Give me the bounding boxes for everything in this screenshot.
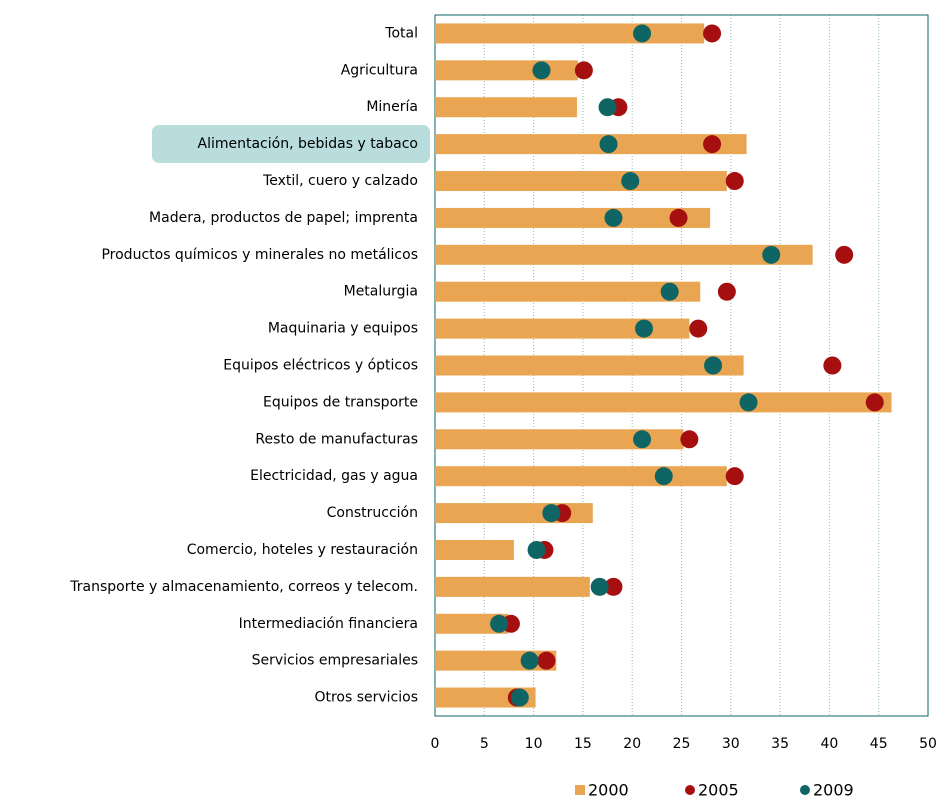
y-tick-label: Servicios empresariales bbox=[252, 653, 418, 669]
dot bbox=[717, 282, 736, 301]
dot bbox=[739, 393, 758, 412]
bar bbox=[435, 539, 514, 560]
x-tick-label: 45 bbox=[870, 736, 888, 752]
legend-swatch bbox=[685, 785, 695, 795]
dot bbox=[865, 393, 884, 412]
dot bbox=[762, 245, 781, 264]
dot bbox=[689, 319, 708, 338]
y-tick-label: Metalurgia bbox=[344, 284, 418, 300]
dot bbox=[660, 282, 679, 301]
dot bbox=[527, 540, 546, 559]
x-tick-label: 0 bbox=[431, 736, 440, 752]
bar bbox=[435, 576, 590, 597]
dot bbox=[537, 651, 556, 670]
x-tick-label: 30 bbox=[722, 736, 740, 752]
dot bbox=[703, 24, 722, 43]
y-tick-label: Intermediación financiera bbox=[239, 616, 418, 632]
bar bbox=[435, 60, 578, 81]
dot bbox=[635, 319, 654, 338]
bar bbox=[435, 429, 684, 450]
y-tick-label: Resto de manufacturas bbox=[255, 431, 418, 447]
y-tick-label: Productos químicos y minerales no metáli… bbox=[101, 247, 418, 263]
x-tick-label: 40 bbox=[820, 736, 838, 752]
dot bbox=[703, 135, 722, 154]
y-tick-label: Comercio, hoteles y restauración bbox=[187, 542, 418, 558]
dot bbox=[704, 356, 723, 375]
bar bbox=[435, 355, 744, 376]
dot bbox=[621, 172, 640, 191]
bar bbox=[435, 23, 705, 44]
dot bbox=[633, 24, 652, 43]
dot bbox=[490, 614, 509, 633]
bar bbox=[435, 171, 727, 192]
dot bbox=[520, 651, 539, 670]
y-tick-label: Transporte y almacenamiento, correos y t… bbox=[69, 579, 418, 595]
x-tick-label: 25 bbox=[673, 736, 691, 752]
dot bbox=[599, 135, 618, 154]
dot bbox=[669, 208, 688, 227]
dot bbox=[542, 504, 561, 523]
bar bbox=[435, 392, 892, 413]
y-tick-label: Alimentación, bebidas y tabaco bbox=[198, 136, 419, 152]
selection-highlight bbox=[152, 125, 430, 163]
dot bbox=[590, 577, 609, 596]
bar bbox=[435, 97, 577, 118]
y-tick-label: Construcción bbox=[327, 505, 418, 521]
dot bbox=[633, 430, 652, 449]
dot bbox=[604, 208, 623, 227]
dot bbox=[725, 172, 744, 191]
dot bbox=[680, 430, 699, 449]
dot bbox=[574, 61, 593, 80]
bar bbox=[435, 613, 508, 634]
x-tick-label: 5 bbox=[480, 736, 489, 752]
bar bbox=[435, 207, 711, 228]
y-tick-label: Madera, productos de papel; imprenta bbox=[149, 210, 418, 226]
x-tick-label: 15 bbox=[574, 736, 592, 752]
bar bbox=[435, 281, 701, 302]
y-tick-label: Agricultura bbox=[341, 62, 418, 78]
y-tick-label: Minería bbox=[366, 99, 418, 115]
y-tick-label: Otros servicios bbox=[314, 690, 418, 706]
y-tick-label: Total bbox=[384, 25, 418, 41]
legend-label: 2000 bbox=[588, 781, 629, 799]
dot bbox=[823, 356, 842, 375]
x-tick-label: 35 bbox=[771, 736, 789, 752]
dot bbox=[510, 688, 529, 707]
x-tick-label: 10 bbox=[525, 736, 543, 752]
bar bbox=[435, 466, 727, 487]
y-tick-label: Textil, cuero y calzado bbox=[262, 173, 418, 189]
dot bbox=[604, 577, 623, 596]
dot bbox=[725, 467, 744, 486]
legend-swatch bbox=[800, 785, 810, 795]
y-tick-label: Equipos eléctricos y ópticos bbox=[223, 358, 418, 374]
y-tick-label: Electricidad, gas y agua bbox=[250, 468, 418, 484]
x-tick-label: 50 bbox=[919, 736, 937, 752]
bar bbox=[435, 134, 747, 155]
dot bbox=[532, 61, 551, 80]
legend-label: 2005 bbox=[698, 781, 739, 799]
dot bbox=[654, 467, 673, 486]
bar bbox=[435, 244, 813, 265]
y-tick-label: Equipos de transporte bbox=[263, 394, 418, 410]
legend-swatch bbox=[575, 785, 585, 795]
y-tick-label: Maquinaria y equipos bbox=[268, 321, 418, 337]
bar bbox=[435, 318, 690, 339]
dot bbox=[835, 245, 854, 264]
x-tick-label: 20 bbox=[623, 736, 641, 752]
legend-label: 2009 bbox=[813, 781, 854, 799]
dot bbox=[598, 98, 617, 117]
